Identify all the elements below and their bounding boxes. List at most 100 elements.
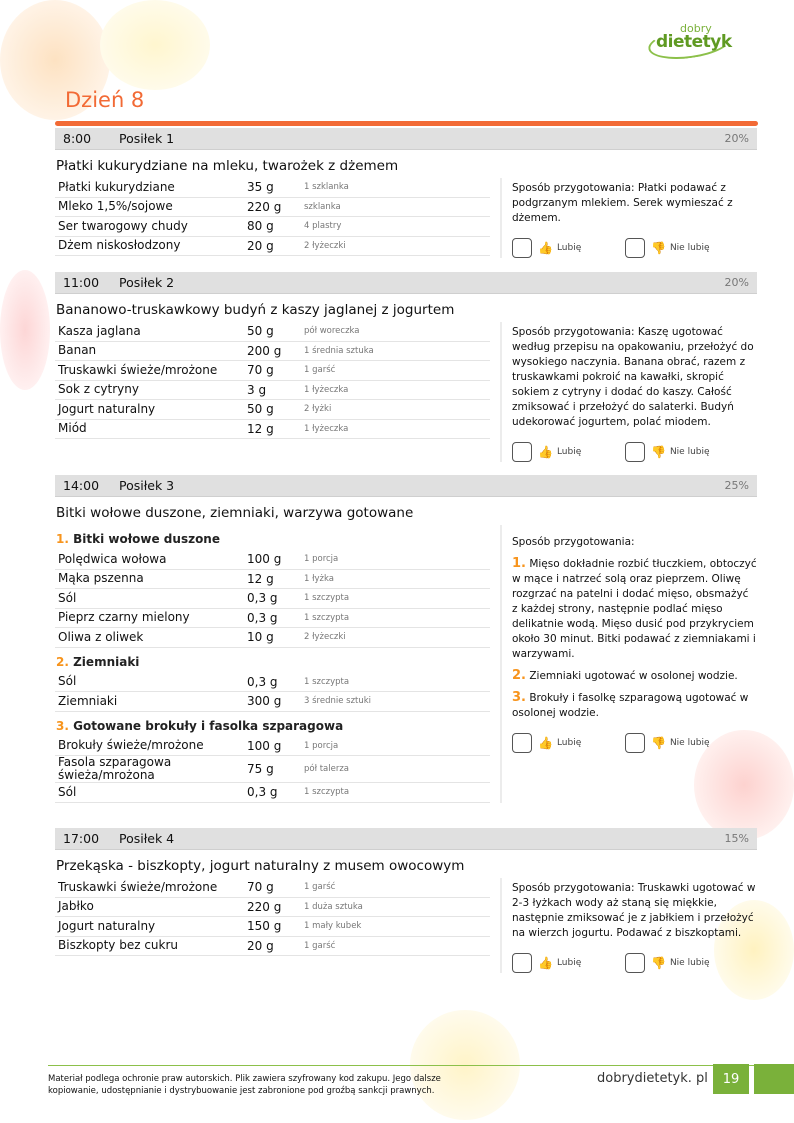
like-checkbox[interactable] <box>512 733 532 753</box>
ingredient-name: Jogurt naturalny <box>58 401 156 416</box>
preparation: Sposób przygotowania: Truskawki ugotować… <box>500 878 757 973</box>
rating: 👍 Lubię 👎 Nie lubię <box>512 953 757 973</box>
ingredient-row: Ser twarogowy chudy 80 g 4 plastry <box>55 217 490 237</box>
rating: 👍 Lubię 👎 Nie lubię <box>512 442 757 462</box>
ingredient-name: Truskawki świeże/mrożone <box>58 879 218 894</box>
ingredient-amount: 220 g <box>247 899 282 914</box>
ingredient-name: Fasola szparagowa świeża/mrożona <box>58 755 172 782</box>
meal-section: 17:00 Posiłek 4 15% Przekąska - biszkopty,… <box>55 828 757 973</box>
dislike-checkbox[interactable] <box>625 733 645 753</box>
ingredient-portion: 1 garść <box>304 940 336 951</box>
ingredient-portion: 1 szczypta <box>304 612 350 623</box>
ingredient-amount: 300 g <box>247 694 282 709</box>
ingredient-name: Ser twarogowy chudy <box>58 218 188 233</box>
ingredient-amount: 150 g <box>247 919 282 934</box>
ingredient-portion: pół woreczka <box>304 326 360 337</box>
dislike-option[interactable]: 👎 Nie lubię <box>625 733 738 753</box>
dislike-checkbox[interactable] <box>625 442 645 462</box>
preparation: Sposób przygotowania: 1. Mięso dokładnie … <box>500 525 757 803</box>
meal-title: Bitki wołowe duszone, ziemniaki, warzywa… <box>56 505 414 521</box>
meal-header: 17:00 Posiłek 4 15% <box>55 828 757 850</box>
meal-percent: 25% <box>724 479 749 492</box>
thumbs-up-icon: 👍 <box>538 735 553 750</box>
ingredient-row: Jabłko 220 g 1 duża sztuka <box>55 898 490 917</box>
ingredient-portion: pół talerza <box>304 764 350 774</box>
ingredient-name: Banan <box>58 343 97 358</box>
footer-divider <box>48 1065 794 1066</box>
dislike-option[interactable]: 👎 Nie lubię <box>625 953 738 973</box>
ingredient-amount: 70 g <box>247 363 274 378</box>
ingredient-amount: 35 g <box>247 180 274 195</box>
ingredient-name: Pieprz czarny mielony <box>58 610 190 625</box>
like-option[interactable]: 👍 Lubię <box>512 733 625 753</box>
prep-step: 3. Brokuły i fasolkę szparagową ugotować… <box>512 690 749 719</box>
ingredient-portion: 3 średnie sztuki <box>304 696 372 707</box>
ingredient-name: Sól <box>58 784 77 799</box>
meal-time: 17:00 <box>63 831 100 846</box>
meal-title: Płatki kukurydziane na mleku, twarożek z… <box>56 158 399 174</box>
meal-percent: 20% <box>724 132 749 145</box>
like-checkbox[interactable] <box>512 238 532 258</box>
thumbs-down-icon: 👎 <box>651 240 666 255</box>
ingredient-amount: 80 g <box>247 219 274 234</box>
ingredient-portion: 1 garść <box>304 882 336 893</box>
ingredient-row: Brokuły świeże/mrożone 100 g 1 porcja <box>55 737 490 756</box>
ingredient-amount: 0,3 g <box>247 591 278 606</box>
preparation: Sposób przygotowania: Kaszę ugotować wed… <box>500 322 757 462</box>
ingredient-portion: 1 szczypta <box>304 593 350 604</box>
ingredient-name: Jogurt naturalny <box>58 918 156 933</box>
ingredient-portion: 2 łyżeczki <box>304 632 346 643</box>
meal-title: Bananowo-truskawkowy budyń z kaszy jagla… <box>56 302 455 318</box>
ingredient-amount: 10 g <box>247 630 274 645</box>
like-checkbox[interactable] <box>512 442 532 462</box>
ingredient-name: Oliwa z oliwek <box>58 629 144 644</box>
like-checkbox[interactable] <box>512 953 532 973</box>
dish-subtitle: 1. Bitki wołowe duszone <box>56 532 220 546</box>
ingredient-portion: 4 plastry <box>304 221 342 232</box>
ingredients-table: Truskawki świeże/mrożone 70 g 1 garść Jabłk… <box>55 878 490 973</box>
like-option[interactable]: 👍 Lubię <box>512 238 625 258</box>
page-title: Dzień 8 <box>65 88 145 112</box>
ingredient-portion: 2 łyżeczki <box>304 240 346 251</box>
ingredient-row: Miód 12 g 1 łyżeczka <box>55 420 490 439</box>
ingredient-row: Fasola szparagowa świeża/mrożona 75 g pół … <box>55 756 490 783</box>
like-option[interactable]: 👍 Lubię <box>512 442 625 462</box>
ingredient-row: Jogurt naturalny 50 g 2 łyżki <box>55 400 490 420</box>
ingredient-portion: 1 garść <box>304 365 336 376</box>
ingredient-amount: 100 g <box>247 738 282 753</box>
ingredient-portion: szklanka <box>304 201 341 212</box>
ingredient-portion: 1 porcja <box>304 740 339 751</box>
ingredient-portion: 1 średnia sztuka <box>304 345 374 356</box>
ingredient-row: Polędwica wołowa 100 g 1 porcja <box>55 550 490 570</box>
like-option[interactable]: 👍 Lubię <box>512 953 625 973</box>
meal-header: 8:00 Posiłek 1 20% <box>55 128 757 150</box>
ingredient-amount: 220 g <box>247 199 282 214</box>
rating: 👍 Lubię 👎 Nie lubię <box>512 238 757 258</box>
dislike-option[interactable]: 👎 Nie lubię <box>625 238 738 258</box>
ingredient-amount: 12 g <box>247 421 274 436</box>
page-number: 19 <box>713 1064 749 1094</box>
ingredient-row: Sól 0,3 g 1 szczypta <box>55 783 490 803</box>
ingredient-name: Kasza jaglana <box>58 323 141 338</box>
ingredient-name: Truskawki świeże/mrożone <box>58 362 218 377</box>
ingredient-name: Mąka pszenna <box>58 571 144 586</box>
rating: 👍 Lubię 👎 Nie lubię <box>512 733 757 753</box>
prep-step: 2. Ziemniaki ugotować w osolonej wodzie. <box>512 668 738 683</box>
ingredient-amount: 50 g <box>247 402 274 417</box>
meal-header: 11:00 Posiłek 2 20% <box>55 272 757 294</box>
dislike-option[interactable]: 👎 Nie lubię <box>625 442 738 462</box>
dislike-checkbox[interactable] <box>625 238 645 258</box>
ingredients-table: Płatki kukurydziane 35 g 1 szklanka Mleko 1… <box>55 178 490 258</box>
ingredient-row: Mleko 1,5%/sojowe 220 g szklanka <box>55 198 490 217</box>
thumbs-up-icon: 👍 <box>538 240 553 255</box>
ingredient-amount: 0,3 g <box>247 674 278 689</box>
preparation: Sposób przygotowania: Płatki podawać z p… <box>500 178 757 258</box>
thumbs-down-icon: 👎 <box>651 735 666 750</box>
ingredient-amount: 100 g <box>247 552 282 567</box>
meal-name: Posiłek 2 <box>119 275 175 290</box>
ingredient-amount: 0,3 g <box>247 610 278 625</box>
ingredient-name: Brokuły świeże/mrożone <box>58 738 204 753</box>
ingredient-row: Pieprz czarny mielony 0,3 g 1 szczypta <box>55 609 490 628</box>
ingredient-name: Polędwica wołowa <box>58 551 167 566</box>
dislike-checkbox[interactable] <box>625 953 645 973</box>
